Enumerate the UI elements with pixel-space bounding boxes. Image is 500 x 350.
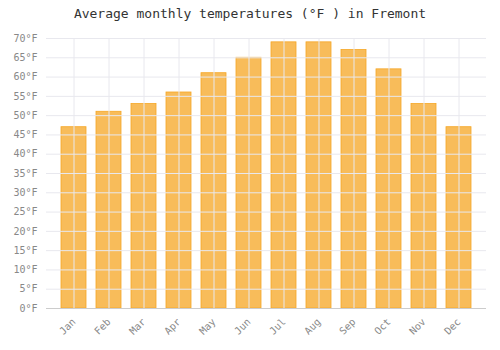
svg-text:65°F: 65°F xyxy=(13,52,37,63)
svg-text:5°F: 5°F xyxy=(19,283,37,294)
svg-text:Jul: Jul xyxy=(267,316,288,337)
svg-text:May: May xyxy=(197,316,218,337)
svg-text:60°F: 60°F xyxy=(13,71,37,82)
svg-text:15°F: 15°F xyxy=(13,245,37,256)
svg-text:Mar: Mar xyxy=(127,316,148,337)
svg-text:Jun: Jun xyxy=(232,316,253,337)
svg-text:10°F: 10°F xyxy=(13,264,37,275)
svg-text:70°F: 70°F xyxy=(13,33,37,44)
svg-text:25°F: 25°F xyxy=(13,206,37,217)
svg-text:Aug: Aug xyxy=(302,316,323,337)
svg-text:45°F: 45°F xyxy=(13,129,37,140)
svg-text:Oct: Oct xyxy=(372,316,393,337)
svg-text:50°F: 50°F xyxy=(13,110,37,121)
svg-text:Nov: Nov xyxy=(407,316,428,337)
svg-text:35°F: 35°F xyxy=(13,168,37,179)
svg-text:30°F: 30°F xyxy=(13,187,37,198)
svg-text:55°F: 55°F xyxy=(13,91,37,102)
svg-text:Jan: Jan xyxy=(57,316,78,337)
svg-text:Sep: Sep xyxy=(337,316,358,337)
svg-text:Apr: Apr xyxy=(162,316,183,337)
svg-text:Feb: Feb xyxy=(92,316,113,337)
svg-text:40°F: 40°F xyxy=(13,148,37,159)
svg-text:0°F: 0°F xyxy=(19,303,37,314)
html-text:Average monthly temperatures (: Average monthly temperatures (°F ) in Fr… xyxy=(73,6,427,21)
svg-text:20°F: 20°F xyxy=(13,226,37,237)
svg-text:Dec: Dec xyxy=(442,316,463,337)
